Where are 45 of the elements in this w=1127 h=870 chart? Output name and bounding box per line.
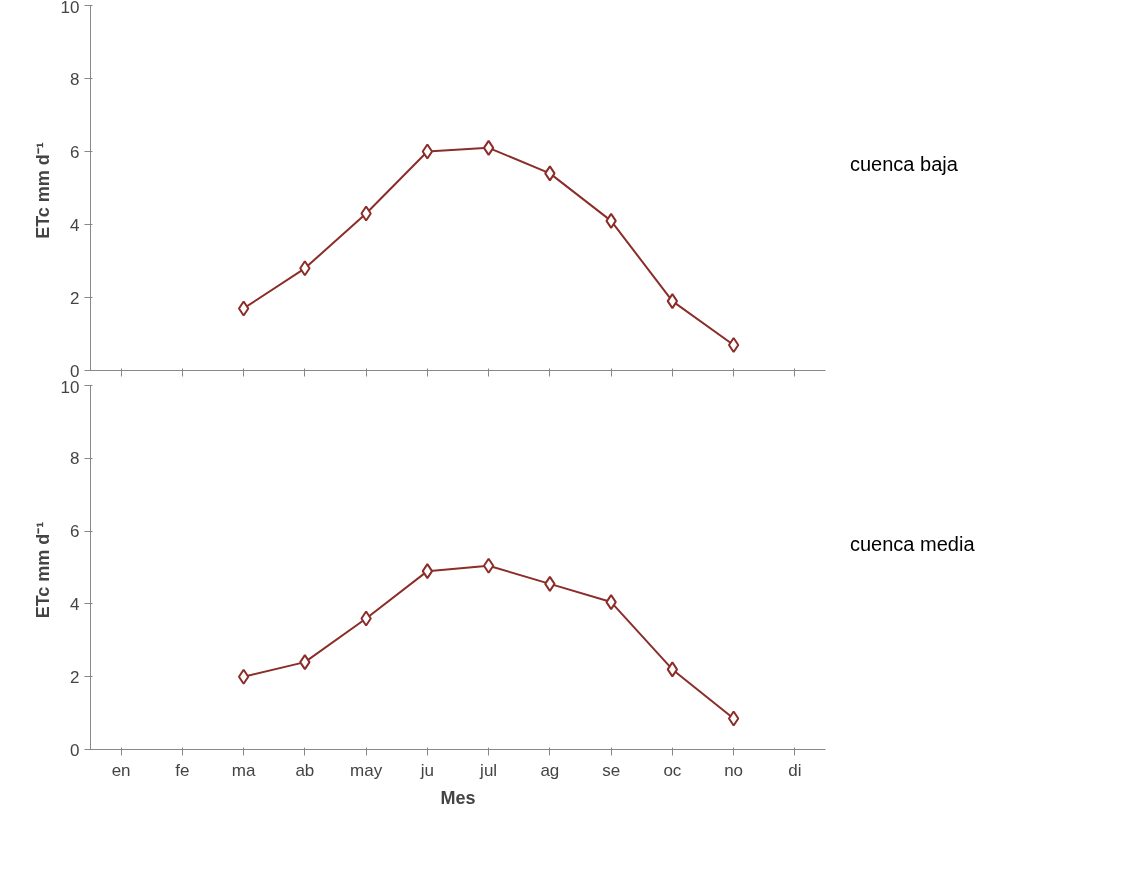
x-tick-label: ab: [295, 760, 315, 780]
point: [299, 654, 311, 671]
point: [605, 212, 617, 229]
y-axis-title: ETc mm d⁻¹: [32, 521, 53, 619]
point: [666, 293, 679, 310]
x-tick-label: en: [111, 760, 131, 780]
x-tick-label: no: [724, 760, 744, 780]
x-tick-label: ag: [540, 760, 560, 780]
point: [666, 661, 679, 678]
y-tick-label: 4: [70, 594, 80, 614]
x-tick-label: se: [602, 760, 621, 780]
point: [421, 143, 434, 160]
y-tick-label: 8: [70, 449, 80, 469]
x-tick-label: ju: [419, 760, 434, 780]
y-tick-label: 4: [70, 215, 80, 235]
y-tick-label: 2: [70, 288, 80, 308]
x-tick-label: jul: [479, 760, 498, 780]
point: [421, 563, 434, 580]
point: [299, 260, 311, 277]
y-tick-label: 6: [70, 142, 80, 162]
point: [360, 610, 372, 627]
point: [727, 336, 740, 353]
y-tick-label: 0: [70, 740, 80, 760]
y-axis-title: ETc mm d⁻¹: [32, 142, 53, 239]
x-tick-label: ma: [231, 760, 256, 780]
y-tick-label: 6: [70, 522, 80, 542]
point: [482, 557, 495, 574]
x-tick-label: may: [350, 760, 383, 780]
point: [237, 668, 250, 685]
y-tick-label: 8: [70, 69, 80, 89]
point: [360, 205, 372, 222]
y-tick-label: 10: [60, 0, 80, 17]
x-axis-title: Mes: [440, 787, 476, 808]
x-tick-label: fe: [175, 760, 190, 780]
text: cuenca media: [850, 532, 975, 557]
point: [237, 300, 250, 317]
x-tick-label: oc: [663, 760, 682, 780]
text: cuenca baja: [850, 152, 958, 177]
point: [544, 575, 556, 592]
point: [727, 710, 740, 727]
x-tick-label: di: [788, 760, 802, 780]
point: [482, 139, 495, 156]
y-tick-label: 2: [70, 667, 80, 687]
point: [544, 165, 556, 182]
point: [605, 594, 617, 611]
